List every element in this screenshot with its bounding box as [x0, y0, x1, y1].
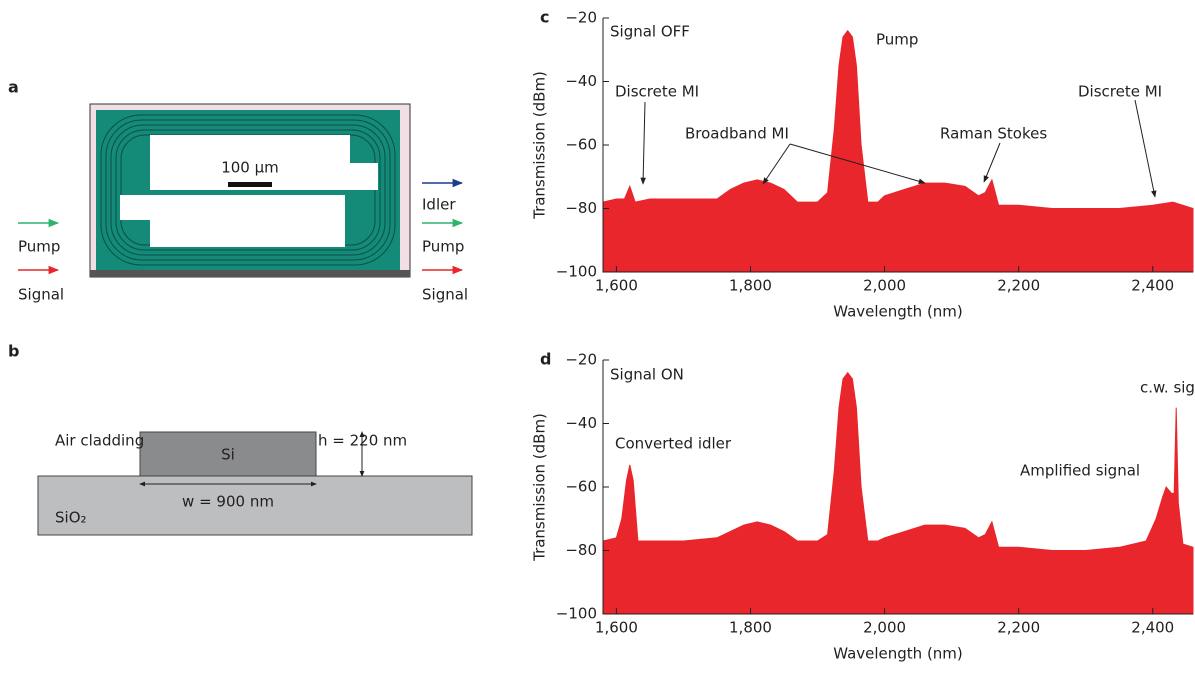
annotation: Converted idler	[615, 435, 732, 453]
y-tick-label: −20	[565, 351, 597, 369]
panel-label: c	[540, 8, 549, 27]
y-tick-label: −60	[565, 136, 597, 154]
panel-label: b	[8, 342, 19, 361]
y-axis-label: Transmission (dBm)	[531, 71, 549, 220]
annotation: Discrete MI	[1078, 83, 1162, 101]
annotation: Broadband MI	[685, 125, 789, 143]
y-axis-label: Transmission (dBm)	[531, 413, 549, 562]
width-label: w = 900 nm	[182, 493, 274, 511]
panel-label: d	[540, 350, 551, 369]
x-tick-label: 2,200	[997, 619, 1040, 637]
input-label: Pump	[18, 238, 60, 256]
y-tick-label: −100	[556, 263, 597, 281]
y-tick-label: −40	[565, 414, 597, 432]
x-tick-label: 1,800	[729, 277, 772, 295]
substrate-label: SiO₂	[55, 509, 87, 527]
core-label: Si	[221, 446, 235, 464]
height-label: h = 220 nm	[318, 432, 407, 450]
x-tick-label: 2,400	[1131, 619, 1174, 637]
y-tick-label: −100	[556, 605, 597, 623]
x-tick-label: 2,000	[863, 619, 906, 637]
spectrum	[602, 29, 1194, 273]
annotation: c.w. signal	[1140, 379, 1195, 397]
annotation: Raman Stokes	[940, 125, 1047, 143]
y-tick-label: −20	[565, 9, 597, 27]
output-label: Idler	[422, 196, 456, 214]
scale-bar-label: 100 µm	[221, 159, 279, 177]
annotation-arrow	[640, 101, 646, 185]
y-tick-label: −60	[565, 478, 597, 496]
output-label: Pump	[422, 238, 464, 256]
x-tick-label: 1,600	[595, 277, 638, 295]
waveguide	[139, 431, 317, 477]
annotation: Pump	[876, 31, 918, 49]
y-tick-label: −80	[565, 541, 597, 559]
annotation: Signal OFF	[610, 23, 690, 41]
x-axis-label: Wavelength (nm)	[833, 645, 963, 663]
x-tick-label: 2,200	[997, 277, 1040, 295]
annotation: Signal ON	[610, 366, 684, 384]
y-tick-label: −40	[565, 72, 597, 90]
x-axis-label: Wavelength (nm)	[833, 303, 963, 321]
x-tick-label: 1,800	[729, 619, 772, 637]
annotation-arrow	[762, 143, 791, 185]
annotation: Amplified signal	[1020, 462, 1140, 480]
annotation-arrow	[983, 142, 1001, 183]
x-tick-label: 2,400	[1131, 277, 1174, 295]
y-tick-label: −80	[565, 199, 597, 217]
annotation: Discrete MI	[615, 83, 699, 101]
panel-label: a	[8, 78, 19, 97]
chip-image	[89, 103, 411, 278]
x-tick-label: 1,600	[595, 619, 638, 637]
input-label: Signal	[18, 286, 64, 304]
output-label: Signal	[422, 286, 468, 304]
annotation-arrow	[1134, 99, 1157, 198]
cladding-label: Air cladding	[55, 432, 144, 450]
annotation-arrow	[789, 143, 926, 184]
x-tick-label: 2,000	[863, 277, 906, 295]
spectrum	[602, 371, 1194, 615]
